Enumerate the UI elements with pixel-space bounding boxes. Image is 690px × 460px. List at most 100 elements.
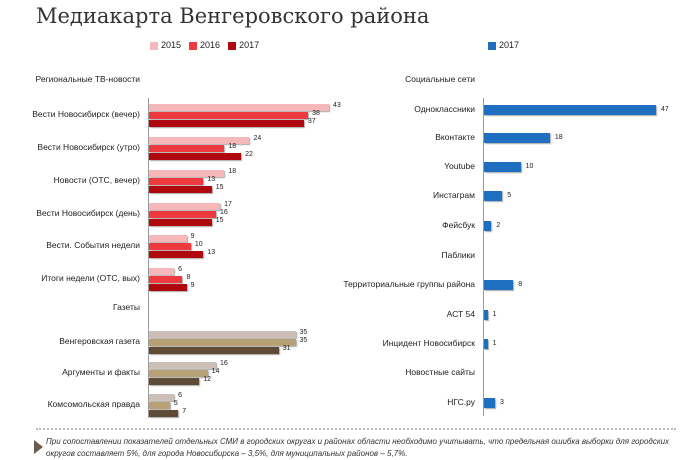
bar-2016 [149, 276, 183, 283]
right-legend: 2017 [488, 40, 519, 50]
category-label: Новостные сайты [405, 367, 475, 377]
bar-2017 [149, 284, 187, 291]
category-label: Youtube [444, 161, 475, 171]
bar-2016 [149, 112, 309, 119]
chart-area: Региональные ТВ-новости Вести Новосибирск… [32, 74, 669, 418]
value-label: 37 [307, 118, 316, 125]
category-label: Вести Новосибирск (вечер) [32, 109, 140, 119]
bar-2017 [149, 251, 204, 258]
value-label: 24 [253, 135, 262, 142]
bar-2017 [484, 105, 656, 115]
bar-2017 [484, 191, 503, 201]
bar-2017 [149, 186, 212, 193]
category-label: Комсомольская правда [47, 399, 140, 409]
category-label: Одноклассники [414, 104, 475, 114]
divider [36, 428, 676, 430]
value-label: 1 [492, 311, 497, 318]
value-label: 43 [333, 102, 341, 109]
bar-2015 [149, 362, 216, 369]
value-label: 18 [228, 143, 237, 150]
bar-2016 [149, 339, 296, 346]
value-label: 6 [178, 266, 183, 273]
value-label: 31 [282, 345, 291, 352]
value-label: 12 [203, 376, 212, 383]
value-label: 38 [312, 110, 320, 117]
bar-2017 [484, 339, 488, 349]
value-label: 16 [219, 360, 228, 367]
value-label: 14 [211, 368, 220, 375]
category-label: Региональные ТВ-новости [35, 74, 140, 84]
value-label: 7 [182, 408, 187, 415]
category-label: Вести. События недели [46, 240, 140, 250]
bar-2015 [149, 170, 225, 177]
bar-2016 [149, 145, 225, 152]
footnote: При сопоставлении показателей отдельных … [46, 437, 670, 458]
legend-item-2017-right: 2017 [488, 40, 519, 50]
value-label: 47 [661, 106, 669, 113]
value-label: 5 [507, 192, 512, 199]
page-title: Медиакарта Венгеровского района [36, 4, 430, 28]
bar-2017 [149, 219, 212, 226]
value-label: 2 [496, 222, 501, 229]
bar-2015 [149, 137, 250, 144]
bar-2016 [149, 178, 204, 185]
value-label: 9 [190, 282, 195, 289]
bar-2017 [484, 280, 514, 290]
category-label: Газеты [112, 302, 140, 312]
category-label: Социальные сети [405, 74, 475, 84]
bar-2017 [149, 410, 179, 417]
bar-2017 [149, 378, 200, 385]
category-label: Паблики [441, 250, 476, 260]
value-label: 13 [207, 249, 216, 256]
category-label: Венгеровская газета [59, 336, 140, 346]
value-label: 35 [299, 329, 308, 336]
bar-2017 [149, 347, 279, 354]
category-label: Вконтакте [435, 132, 475, 142]
value-label: 18 [554, 134, 563, 141]
bar-2015 [149, 394, 175, 401]
value-label: 1 [492, 340, 497, 347]
category-label: НГС.ру [447, 397, 475, 407]
value-label: 18 [228, 168, 237, 175]
category-label: Итоги недели (ОТС, вых) [41, 273, 140, 283]
category-label: Новости (ОТС, вечер) [53, 175, 140, 185]
category-label: Территориальные группы района [343, 279, 475, 289]
category-label: Аргументы и факты [62, 367, 140, 377]
value-label: 3 [499, 399, 504, 406]
bar-2015 [149, 203, 221, 210]
bar-2016 [149, 211, 216, 218]
left-legend: 2015 2016 2017 [150, 40, 259, 50]
legend-item-2016: 2016 [189, 40, 220, 50]
category-label: Вести Новосибирск (утро) [37, 142, 140, 152]
legend-item-2015: 2015 [150, 40, 181, 50]
value-label: 35 [299, 337, 308, 344]
value-label: 17 [224, 201, 232, 208]
category-label: Инстаграм [433, 190, 475, 200]
value-label: 10 [194, 241, 203, 248]
bar-2017 [149, 120, 304, 127]
value-label: 6 [178, 392, 183, 399]
bar-2016 [149, 370, 208, 377]
bar-2015 [149, 268, 175, 275]
left-axis [148, 98, 149, 418]
bar-2015 [149, 331, 296, 338]
arrow-icon [34, 440, 43, 454]
bar-2016 [149, 402, 170, 409]
value-label: 22 [245, 151, 253, 158]
value-label: 10 [525, 163, 534, 170]
category-label: Инцидент Новосибирск [382, 338, 475, 348]
category-label: Фейсбук [442, 220, 475, 230]
value-label: 16 [219, 209, 228, 216]
right-axis [483, 98, 484, 416]
bar-2017 [484, 133, 550, 143]
bar-2016 [149, 243, 191, 250]
bar-2017 [484, 310, 488, 320]
value-label: 5 [173, 400, 178, 407]
value-label: 8 [186, 274, 191, 281]
bar-2017 [484, 162, 521, 172]
value-label: 13 [207, 176, 216, 183]
bar-2017 [484, 221, 492, 231]
value-label: 8 [518, 281, 523, 288]
value-label: 9 [190, 233, 195, 240]
value-label: 15 [215, 217, 224, 224]
